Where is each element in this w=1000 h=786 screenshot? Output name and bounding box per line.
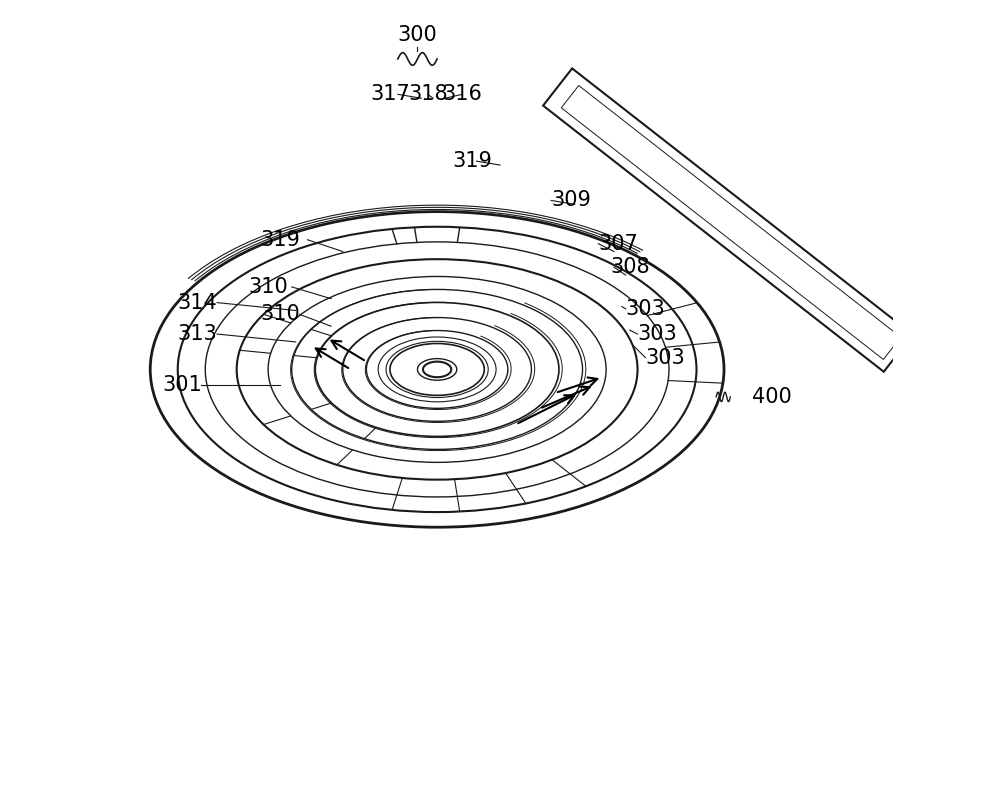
Text: 319: 319 bbox=[453, 151, 492, 171]
Text: 307: 307 bbox=[598, 233, 638, 254]
Text: 318: 318 bbox=[408, 84, 448, 105]
Text: 310: 310 bbox=[260, 304, 300, 325]
Text: 319: 319 bbox=[260, 230, 300, 250]
Text: 313: 313 bbox=[178, 324, 217, 344]
Text: 317: 317 bbox=[370, 84, 410, 105]
Text: 303: 303 bbox=[638, 324, 677, 344]
Text: 309: 309 bbox=[551, 190, 591, 211]
Text: 303: 303 bbox=[645, 347, 685, 368]
Text: 301: 301 bbox=[162, 375, 202, 395]
Text: 316: 316 bbox=[442, 84, 482, 105]
Text: 314: 314 bbox=[178, 292, 217, 313]
Text: 300: 300 bbox=[398, 25, 437, 46]
Text: 303: 303 bbox=[626, 299, 666, 319]
Text: 308: 308 bbox=[610, 257, 650, 277]
Text: 400: 400 bbox=[752, 387, 791, 407]
Text: 310: 310 bbox=[248, 277, 288, 297]
